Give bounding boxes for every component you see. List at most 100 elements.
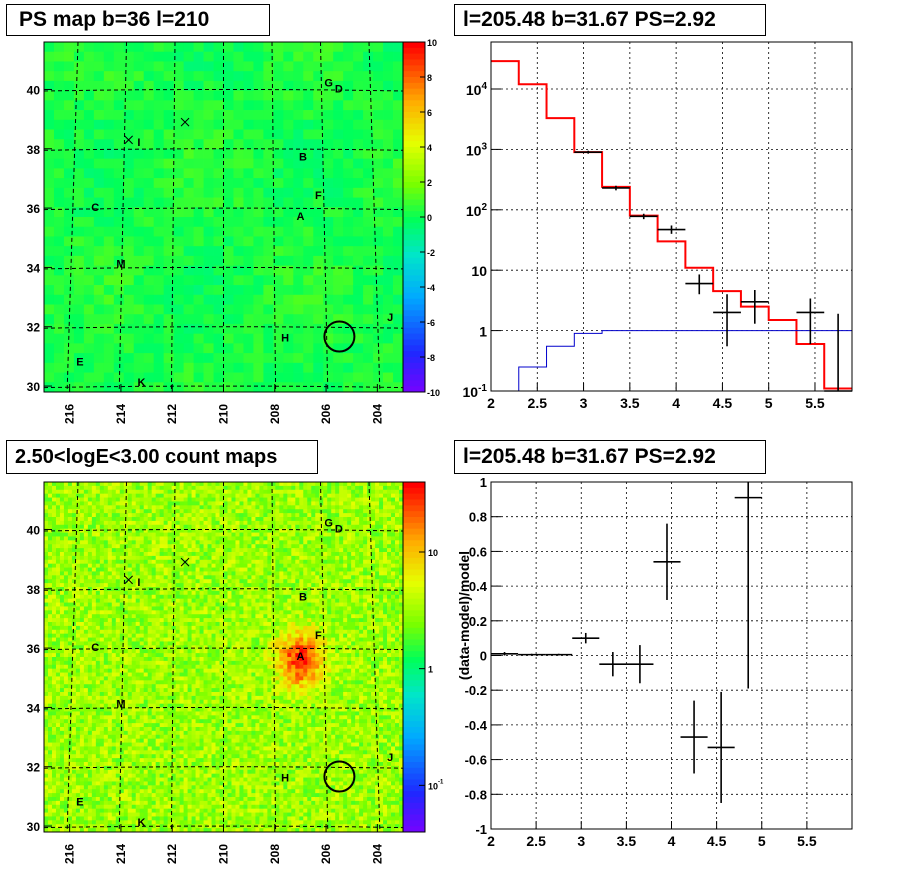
map-pixel (123, 555, 129, 561)
map-pixel (183, 758, 188, 763)
map-pixel (213, 80, 224, 92)
map-pixel (111, 649, 117, 654)
map-pixel (103, 567, 109, 572)
map-pixel (167, 672, 173, 677)
map-pixel (71, 618, 77, 623)
map-pixel (163, 641, 169, 646)
map-pixel (303, 236, 314, 247)
map-pixel (71, 485, 77, 491)
map-pixel (143, 785, 149, 790)
map-pixel (93, 148, 105, 160)
map-pixel (123, 485, 129, 491)
map-pixel (191, 555, 196, 561)
map-pixel (103, 610, 109, 615)
map-pixel (103, 524, 109, 530)
map-pixel (75, 649, 81, 654)
map-pixel (147, 719, 153, 724)
map-pixel (79, 758, 85, 763)
map-pixel (179, 517, 185, 522)
map-pixel (167, 758, 173, 763)
map-pixel (53, 236, 65, 247)
map-pixel (71, 513, 77, 518)
map-pixel (67, 614, 73, 619)
map-pixel (87, 575, 93, 580)
map-pixel (55, 707, 61, 712)
map-pixel (127, 528, 133, 533)
map-pixel (159, 680, 165, 685)
map-pixel (103, 255, 115, 267)
map-pixel (187, 579, 192, 584)
map-pixel (195, 482, 200, 487)
map-pixel (123, 304, 135, 315)
map-pixel (55, 524, 61, 530)
map-pixel (191, 684, 196, 689)
map-pixel (99, 532, 105, 537)
map-pixel (195, 750, 200, 755)
map-pixel (343, 187, 354, 198)
map-pixel (83, 501, 89, 506)
map-pixel (131, 567, 137, 572)
map-pixel (55, 800, 61, 806)
map-pixel (153, 314, 165, 325)
map-pixel (183, 800, 188, 806)
map-pixel (147, 695, 153, 701)
map-pixel (111, 536, 117, 541)
map-pixel (373, 275, 384, 286)
map-pixel (147, 765, 153, 771)
map-pixel (103, 664, 109, 670)
map-pixel (131, 668, 137, 673)
map-pixel (67, 633, 73, 638)
map-pixel (147, 781, 153, 786)
map-pixel (147, 723, 153, 728)
map-pixel (99, 614, 105, 619)
map-pixel (99, 719, 105, 724)
map-pixel (87, 482, 93, 487)
map-pixel (159, 540, 165, 545)
map-pixel (71, 715, 77, 720)
map-pixel (123, 226, 135, 237)
map-pixel (187, 633, 192, 638)
map-pixel (303, 90, 314, 101)
map-pixel (127, 808, 133, 813)
map-pixel (67, 528, 73, 533)
map-pixel (139, 598, 145, 603)
map-pixel (163, 622, 169, 627)
map-pixel (173, 71, 185, 82)
map-pixel (163, 695, 169, 701)
map-pixel (91, 602, 97, 607)
map-pixel (173, 285, 185, 296)
map-pixel (83, 294, 95, 305)
map-pixel (171, 820, 177, 825)
map-pixel (243, 187, 254, 198)
map-pixel (79, 497, 85, 502)
map-pixel (111, 816, 117, 821)
map-pixel (44, 524, 49, 530)
map-pixel (91, 820, 97, 825)
map-pixel (303, 71, 314, 82)
map-pixel (187, 672, 192, 677)
map-pixel (373, 71, 384, 82)
map-pixel (175, 797, 181, 802)
map-pixel (99, 672, 105, 677)
map-pixel (75, 567, 81, 572)
map-pixel (44, 552, 49, 557)
map-pixel (171, 676, 177, 681)
map-pixel (95, 637, 101, 642)
map-pixel (127, 509, 133, 514)
map-pixel (47, 738, 53, 743)
map-pixel (179, 789, 185, 794)
map-pixel (53, 255, 65, 267)
map-pixel (87, 800, 93, 806)
map-pixel (71, 520, 77, 526)
map-pixel (91, 517, 97, 522)
map-pixel (95, 579, 101, 584)
map-pixel (63, 505, 69, 510)
map-pixel (187, 773, 192, 778)
map-pixel (67, 590, 73, 596)
map-pixel (155, 625, 161, 631)
map-pixel (173, 42, 185, 53)
map-pixel (119, 812, 125, 817)
map-pixel (393, 236, 404, 247)
map-pixel (75, 762, 81, 767)
map-pixel (67, 520, 73, 526)
